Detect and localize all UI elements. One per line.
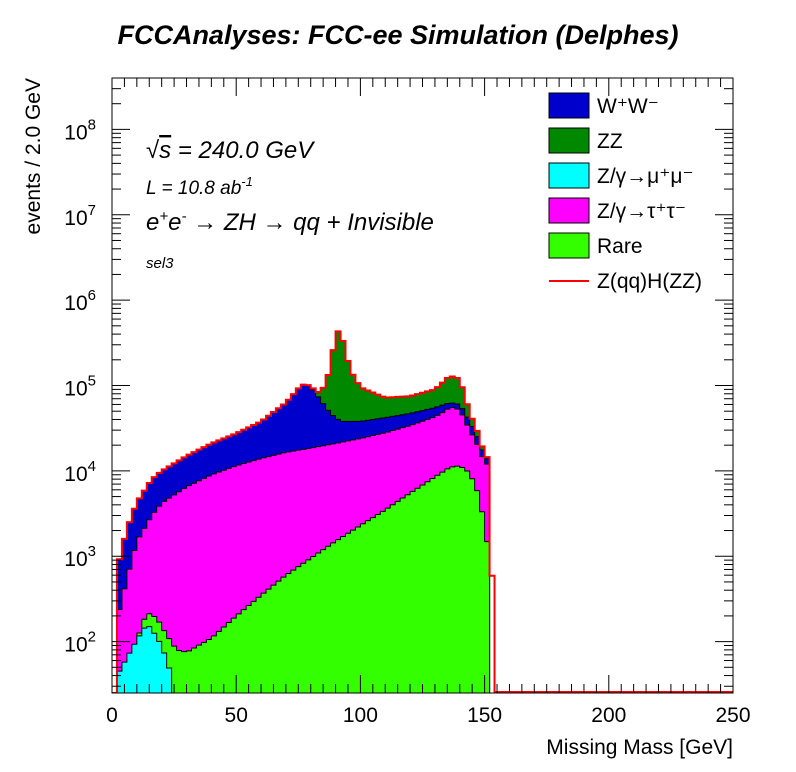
x-tick-label-0: 0 bbox=[106, 704, 118, 727]
x-tick-label-3: 150 bbox=[467, 704, 502, 727]
legend-label-1: ZZ bbox=[597, 130, 623, 153]
legend-label-0: W⁺W⁻ bbox=[597, 95, 659, 118]
y-tick-label-1: 103 bbox=[64, 543, 96, 571]
stack-fill-4 bbox=[112, 465, 495, 693]
lumi-annotation: L = 10.8 ab-1 bbox=[146, 174, 253, 199]
y-tick-label-2: 104 bbox=[64, 458, 96, 486]
legend-swatch-0 bbox=[548, 92, 590, 119]
chart-title: FCCAnalyses: FCC-ee Simulation (Delphes) bbox=[117, 20, 679, 50]
signal-line bbox=[112, 330, 733, 693]
legend-swatch-2 bbox=[548, 162, 590, 189]
y-axis-label: events / 2.0 GeV bbox=[22, 78, 45, 234]
x-tick-label-2: 100 bbox=[343, 704, 378, 727]
y-tick-label-4: 106 bbox=[64, 287, 96, 315]
legend-swatch-3 bbox=[548, 197, 590, 224]
legend-label-2: Z/γ→μ⁺μ⁻ bbox=[597, 165, 694, 188]
y-tick-label-6: 108 bbox=[64, 116, 96, 144]
x-tick-label-5: 250 bbox=[715, 704, 750, 727]
legend-label-5: Z(qq)H(ZZ) bbox=[597, 270, 702, 293]
plot-area bbox=[112, 330, 733, 693]
stack-fill-5 bbox=[112, 626, 177, 693]
process-annotation: e+e- → ZH → qq + Invisible bbox=[146, 208, 434, 236]
legend-swatch-4 bbox=[548, 232, 590, 259]
y-tick-label-0: 102 bbox=[64, 629, 96, 657]
selection-annotation: sel3 bbox=[146, 255, 174, 272]
sqrt-s-annotation: √s = 240.0 GeV bbox=[146, 137, 315, 164]
x-axis-label: Missing Mass [GeV] bbox=[546, 736, 733, 759]
x-tick-label-1: 50 bbox=[225, 704, 248, 727]
x-tick-label-4: 200 bbox=[591, 704, 626, 727]
legend-label-3: Z/γ→τ⁺τ⁻ bbox=[597, 200, 686, 223]
legend-label-4: Rare bbox=[597, 235, 643, 258]
y-tick-label-5: 107 bbox=[64, 202, 96, 230]
legend-swatch-1 bbox=[548, 127, 590, 154]
y-tick-label-3: 105 bbox=[64, 373, 96, 401]
